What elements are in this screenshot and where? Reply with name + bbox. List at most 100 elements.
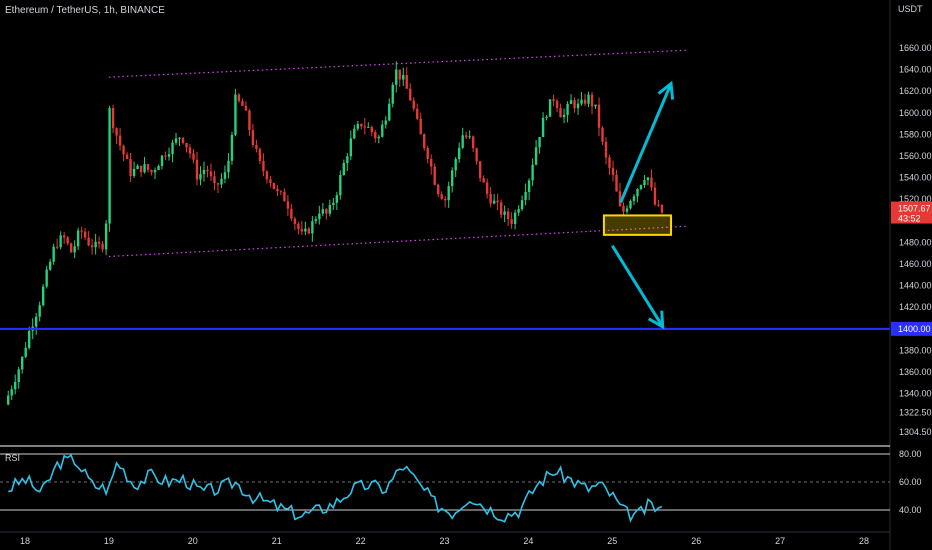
candle-body bbox=[160, 155, 164, 166]
candle-body bbox=[381, 124, 384, 137]
candle-body bbox=[388, 103, 391, 121]
candle-body bbox=[332, 202, 335, 206]
candle-body bbox=[506, 211, 510, 220]
candle-body bbox=[405, 75, 408, 89]
candle-body bbox=[59, 235, 62, 248]
candle-body bbox=[391, 84, 394, 104]
time-tick-label: 26 bbox=[691, 536, 701, 546]
arrow-down-line[interactable] bbox=[611, 244, 664, 328]
candle-body bbox=[48, 261, 52, 270]
candle-body bbox=[580, 99, 583, 104]
candle-body bbox=[248, 110, 251, 131]
candle-body bbox=[583, 99, 587, 104]
price-tick-label: 1660.00 bbox=[899, 43, 932, 53]
candle-body bbox=[468, 136, 471, 138]
candle-body bbox=[402, 75, 405, 80]
candle-body bbox=[510, 219, 513, 224]
candle-body bbox=[524, 191, 527, 201]
candle-body bbox=[482, 178, 485, 183]
candle-body bbox=[520, 200, 524, 210]
candle-body bbox=[118, 135, 122, 146]
candle-body bbox=[552, 99, 555, 101]
drawing-overlays[interactable] bbox=[0, 49, 890, 330]
candle-body bbox=[272, 183, 276, 189]
candle-body bbox=[115, 128, 118, 136]
candle-body bbox=[608, 157, 611, 168]
candle-body bbox=[188, 147, 192, 154]
candle-body bbox=[346, 156, 349, 163]
time-tick-label: 21 bbox=[272, 536, 282, 546]
price-tick-label: 1360.00 bbox=[899, 367, 932, 377]
rsi-indicator-label[interactable]: RSI bbox=[5, 453, 21, 463]
candle-body bbox=[632, 196, 636, 201]
current-price-text: 1507.67 bbox=[898, 204, 931, 214]
symbol-title[interactable]: Ethereum / TetherUS, 1h, BINANCE bbox=[5, 5, 165, 16]
candle-body bbox=[314, 219, 318, 222]
time-axis[interactable]: 18 19 20 21 22 23 24 25 26 27 28 bbox=[20, 536, 869, 546]
arrow-up-line[interactable] bbox=[619, 83, 673, 204]
price-tick-label: 1640.00 bbox=[899, 65, 932, 75]
candle-body bbox=[216, 183, 220, 185]
candle-body bbox=[111, 108, 115, 129]
candle-body bbox=[21, 356, 24, 370]
candle-body bbox=[475, 148, 478, 162]
candle-body bbox=[167, 154, 171, 157]
candle-body bbox=[374, 132, 377, 139]
candle-body bbox=[499, 202, 503, 215]
candle-body bbox=[262, 161, 265, 172]
candle-body bbox=[653, 187, 657, 205]
candle-body bbox=[587, 94, 590, 104]
time-tick-label: 20 bbox=[188, 536, 198, 546]
candle-body bbox=[157, 165, 160, 171]
candle-body bbox=[325, 209, 328, 214]
candle-body bbox=[213, 176, 216, 184]
candle-body bbox=[258, 148, 262, 162]
price-tick-label: 1304.50 bbox=[899, 427, 932, 437]
time-tick-label: 18 bbox=[20, 536, 30, 546]
candle-body bbox=[450, 170, 454, 187]
candle-body bbox=[80, 230, 83, 232]
candle-body bbox=[377, 136, 380, 139]
candle-body bbox=[104, 223, 108, 250]
candle-body bbox=[426, 147, 429, 160]
candle-body bbox=[297, 223, 300, 230]
candle-body bbox=[604, 141, 608, 158]
candle-body bbox=[97, 241, 101, 244]
candle-body bbox=[24, 347, 27, 357]
candle-body bbox=[615, 174, 618, 192]
highlight-box[interactable] bbox=[602, 214, 673, 236]
candle-body bbox=[496, 200, 499, 203]
candle-body bbox=[185, 142, 188, 148]
candle-body bbox=[136, 165, 139, 169]
candle-body bbox=[478, 161, 482, 179]
time-tick-label: 28 bbox=[859, 536, 869, 546]
candle-body bbox=[447, 186, 450, 201]
candle-body bbox=[321, 209, 325, 214]
candle-body bbox=[234, 94, 237, 135]
candle-body bbox=[276, 188, 279, 192]
price-tick-label: 1480.00 bbox=[899, 237, 932, 247]
candle-body bbox=[237, 94, 241, 102]
price-tick-label: 1580.00 bbox=[899, 129, 932, 139]
time-tick-label: 25 bbox=[607, 536, 617, 546]
candle-body bbox=[457, 147, 461, 160]
candle-body bbox=[7, 395, 10, 405]
candle-body bbox=[129, 158, 132, 176]
candle-body bbox=[590, 94, 594, 107]
candle-body bbox=[339, 174, 342, 196]
candle-body bbox=[545, 116, 548, 118]
arrow-up-head bbox=[657, 80, 675, 100]
candle-body bbox=[489, 193, 492, 204]
price-axis[interactable]: 1660.00 1640.00 1620.00 1600.00 1580.00 1560.… bbox=[899, 43, 932, 437]
channel-upper-line[interactable] bbox=[108, 49, 688, 78]
candle-body bbox=[14, 382, 17, 390]
candle-body bbox=[573, 100, 576, 109]
candle-body bbox=[370, 126, 373, 133]
rsi-tick-label: 80.00 bbox=[899, 449, 922, 459]
candle-body bbox=[527, 180, 531, 192]
candle-body bbox=[566, 103, 569, 115]
candle-body bbox=[492, 200, 496, 204]
candle-body bbox=[146, 164, 150, 171]
level-badge-text: 1400.00 bbox=[898, 324, 931, 334]
